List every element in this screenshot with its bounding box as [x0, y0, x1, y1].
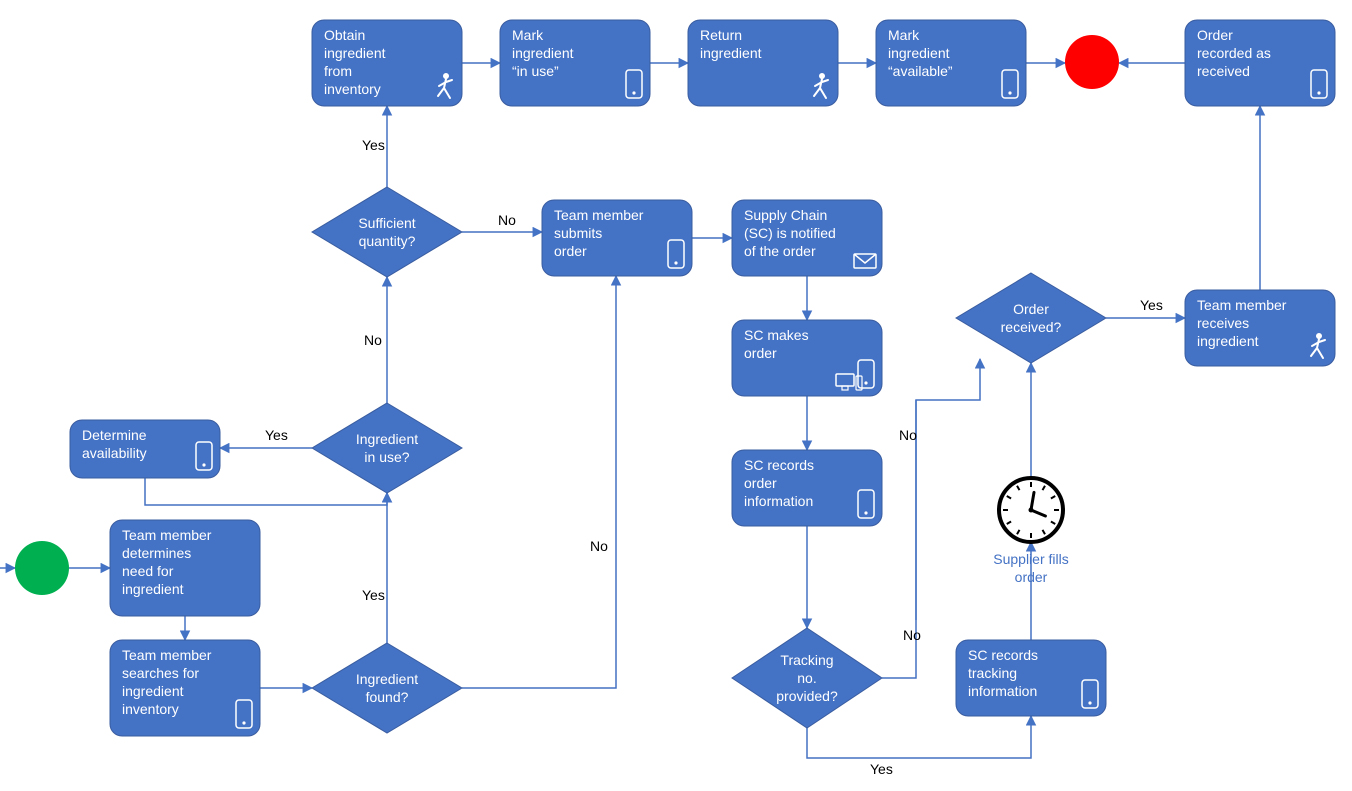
node-label: information — [744, 493, 813, 509]
node-label: information — [968, 683, 1037, 699]
node-label: need for — [122, 563, 174, 579]
node-label: order — [554, 243, 587, 259]
node-label: (SC) is notified — [744, 225, 836, 241]
node-label: SC makes — [744, 327, 809, 343]
node-sc_records_track: SC records tracking information — [956, 640, 1106, 716]
node-obtain: Obtain ingredient from inventory — [312, 20, 462, 106]
node-label: ingredient — [122, 683, 184, 699]
edge-label: No — [899, 427, 917, 443]
node-label: ingredient — [512, 45, 574, 61]
node-label: inventory — [324, 81, 381, 97]
node-label: receives — [1197, 315, 1249, 331]
node-label: inventory — [122, 701, 179, 717]
node-label: received — [1197, 63, 1250, 79]
node-label: Sufficient — [358, 215, 415, 231]
node-sc_records_order: SC records order information — [732, 450, 882, 526]
node-label: SC records — [744, 457, 814, 473]
node-label: ingredient — [122, 581, 184, 597]
node-clock: Supplier fills order — [993, 478, 1068, 585]
node-inuse: Ingredient in use? — [312, 403, 462, 493]
node-return: Return ingredient — [688, 20, 838, 106]
flowchart: Yes Yes No Yes No No Yes No No Yes Team member dete… — [0, 0, 1352, 791]
node-availability: Determine availability — [70, 420, 220, 478]
node-label: availability — [82, 445, 147, 461]
node-label: submits — [554, 225, 602, 241]
node-label: from — [324, 63, 352, 79]
edge-label: No — [498, 212, 516, 228]
edge-label: Yes — [1140, 297, 1163, 313]
node-label: found? — [366, 689, 409, 705]
node-label: order — [744, 475, 777, 491]
node-receives: Team member receives ingredient — [1185, 290, 1335, 366]
node-label: “in use” — [512, 63, 559, 79]
node-search: Team member searches for ingredient invento… — [110, 640, 260, 736]
node-label: received? — [1001, 319, 1062, 335]
node-label: in use? — [364, 449, 409, 465]
node-sc_makes: SC makes order — [732, 320, 882, 396]
node-label: ingredient — [700, 45, 762, 61]
node-label: “available” — [888, 63, 953, 79]
node-end — [1065, 35, 1119, 89]
edge-label: Yes — [362, 587, 385, 603]
edge-label: Yes — [362, 137, 385, 153]
node-label: provided? — [776, 688, 838, 704]
node-label: Team member — [122, 527, 212, 543]
edge-label: Yes — [870, 761, 893, 777]
node-found: Ingredient found? — [312, 643, 462, 733]
node-label: Team member — [122, 647, 212, 663]
edge-label: Yes — [265, 427, 288, 443]
node-label: tracking — [968, 665, 1017, 681]
node-submit_order: Team member submits order — [542, 200, 692, 276]
node-label: Obtain — [324, 27, 365, 43]
node-label: recorded as — [1197, 45, 1271, 61]
node-recorded: Order recorded as received — [1185, 20, 1335, 106]
node-label: Mark — [888, 27, 920, 43]
node-label: Order — [1013, 301, 1049, 317]
node-label: Ingredient — [356, 431, 418, 447]
node-mark_avail: Mark ingredient “available” — [876, 20, 1026, 106]
edge — [807, 716, 1031, 758]
node-need: Team member determines need for ingredient — [110, 520, 260, 616]
node-sufficient: Sufficient quantity? — [312, 187, 462, 277]
node-label: Tracking — [780, 652, 833, 668]
edge-label: No — [590, 538, 608, 554]
node-label: SC records — [968, 647, 1038, 663]
node-label: ingredient — [1197, 333, 1259, 349]
node-label: Supply Chain — [744, 207, 827, 223]
node-label: Ingredient — [356, 671, 418, 687]
edge — [145, 478, 387, 505]
node-label: no. — [797, 670, 816, 686]
node-start — [15, 541, 69, 595]
node-received: Order received? — [956, 273, 1106, 363]
nodes: Team memberdeterminesneed foringredientT… — [15, 20, 1335, 736]
clock-caption: order — [1015, 569, 1048, 585]
node-label: Team member — [554, 207, 644, 223]
node-label: ingredient — [324, 45, 386, 61]
node-label: searches for — [122, 665, 199, 681]
node-label: quantity? — [359, 233, 416, 249]
edge-label: No — [364, 332, 382, 348]
node-sc_notified: Supply Chain (SC) is notified of the order — [732, 200, 882, 276]
edge-label: No — [903, 627, 921, 643]
node-label: Return — [700, 27, 742, 43]
node-label: Determine — [82, 427, 147, 443]
node-tracking: Tracking no. provided? — [732, 628, 882, 728]
node-label: determines — [122, 545, 191, 561]
node-label: of the order — [744, 243, 816, 259]
clock-caption: Supplier fills — [993, 551, 1068, 567]
node-label: ingredient — [888, 45, 950, 61]
node-label: Order — [1197, 27, 1233, 43]
node-label: order — [744, 345, 777, 361]
node-mark_inuse: Mark ingredient “in use” — [500, 20, 650, 106]
node-label: Team member — [1197, 297, 1287, 313]
edge — [882, 359, 980, 678]
node-label: Mark — [512, 27, 544, 43]
edge — [462, 276, 616, 688]
